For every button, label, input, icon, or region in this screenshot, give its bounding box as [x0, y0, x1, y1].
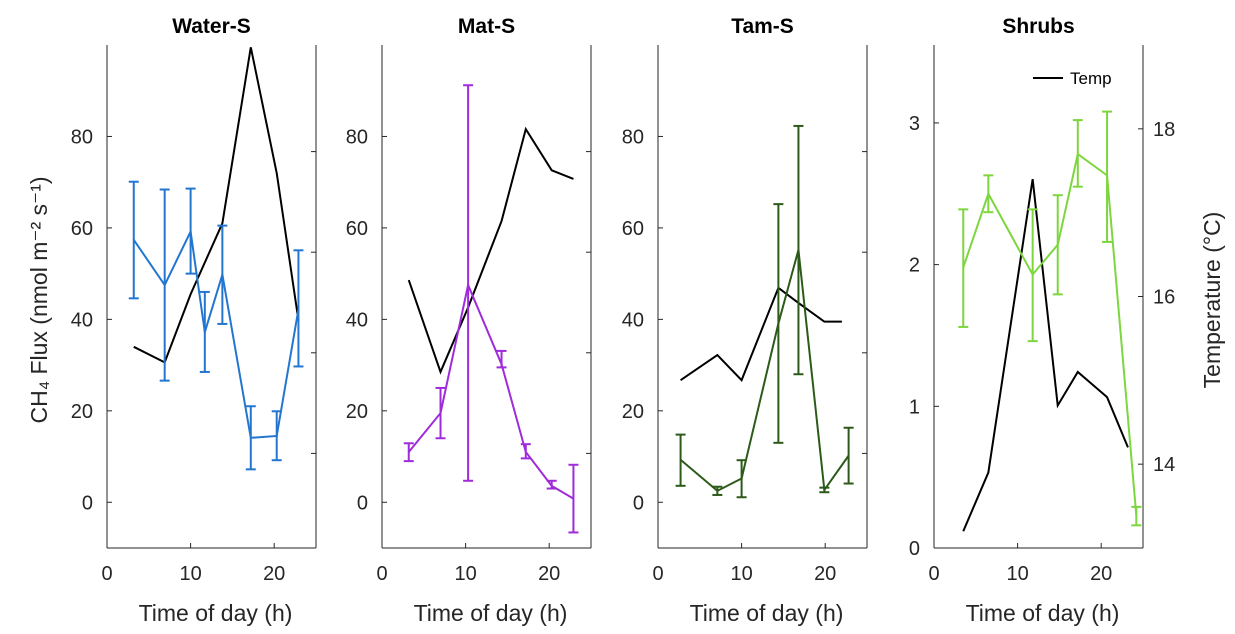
temp-line: [133, 47, 300, 364]
x-tick-label: 10: [454, 563, 476, 585]
panel-3: 0 10 20 0 20 40 60 80 Tam-S Time of day (h): [622, 15, 868, 626]
y2-tick-label: 14: [1153, 454, 1175, 476]
x-tick-label: 10: [1006, 563, 1028, 585]
panel-title: Mat-S: [458, 15, 515, 38]
temp-line: [962, 178, 1129, 532]
flux-line: [407, 281, 574, 500]
y-tick-label: 60: [346, 218, 368, 240]
legend: Temp: [1033, 69, 1112, 88]
y2-tick-label: 18: [1153, 119, 1175, 141]
panel-title: Water-S: [172, 15, 251, 38]
x-axis-label: Time of day (h): [414, 600, 568, 626]
y-tick-label: 0: [633, 492, 644, 514]
temp-line: [407, 126, 574, 375]
y-tick-label: 1: [909, 396, 920, 418]
y-axis-label: CH₄ Flux (nmol m⁻² s⁻¹): [26, 176, 52, 423]
legend-label: Temp: [1070, 69, 1112, 88]
x-tick-label: 0: [928, 563, 939, 585]
panel-title: Tam-S: [731, 15, 794, 38]
panel-4: 0 10 20 0 1 2 3 14 16 18 Shrubs Time of day (h) Temp: [909, 15, 1175, 626]
y-tick-label: 2: [909, 255, 920, 277]
y-tick-label: 0: [357, 492, 368, 514]
flux-line: [679, 249, 850, 493]
x-tick-label: 0: [376, 563, 387, 585]
x-tick-label: 0: [652, 563, 663, 585]
y-tick-label: 3: [909, 113, 920, 135]
y-tick-label: 80: [71, 126, 93, 148]
temp-line: [680, 286, 842, 382]
y2-axis-label: Temperature (°C): [1199, 212, 1225, 389]
y-tick-label: 20: [71, 401, 93, 423]
axis-labels-group: CH₄ Flux (nmol m⁻² s⁻¹) Temperature (°C): [26, 176, 1225, 423]
x-tick-label: 10: [730, 563, 752, 585]
y-tick-label: 80: [622, 126, 644, 148]
y-tick-label: 60: [71, 218, 93, 240]
x-axis-label: Time of day (h): [966, 600, 1120, 626]
panel-2: 0 10 20 0 20 40 60 80 Mat-S Time of day (h): [346, 15, 592, 626]
y-tick-label: 20: [622, 401, 644, 423]
x-tick-label: 0: [101, 563, 112, 585]
y-tick-label: 40: [346, 309, 368, 331]
x-tick-label: 20: [263, 563, 285, 585]
x-axis-label: Time of day (h): [690, 600, 844, 626]
panel-title: Shrubs: [1002, 15, 1074, 38]
y-tick-label: 0: [909, 538, 920, 560]
x-tick-label: 20: [538, 563, 560, 585]
y-tick-label: 0: [82, 492, 93, 514]
panel-1: 0 10 20 0 20 40 60 80 Water-S Time of day (h): [71, 15, 317, 626]
y-tick-label: 40: [71, 309, 93, 331]
x-tick-label: 20: [814, 563, 836, 585]
y-tick-label: 80: [346, 126, 368, 148]
x-tick-label: 20: [1090, 563, 1112, 585]
x-axis-label: Time of day (h): [139, 600, 293, 626]
x-tick-label: 10: [179, 563, 201, 585]
y-tick-label: 20: [346, 401, 368, 423]
flux-line: [132, 228, 300, 439]
y-tick-label: 60: [622, 218, 644, 240]
y2-tick-label: 16: [1153, 287, 1175, 309]
y-tick-label: 40: [622, 309, 644, 331]
